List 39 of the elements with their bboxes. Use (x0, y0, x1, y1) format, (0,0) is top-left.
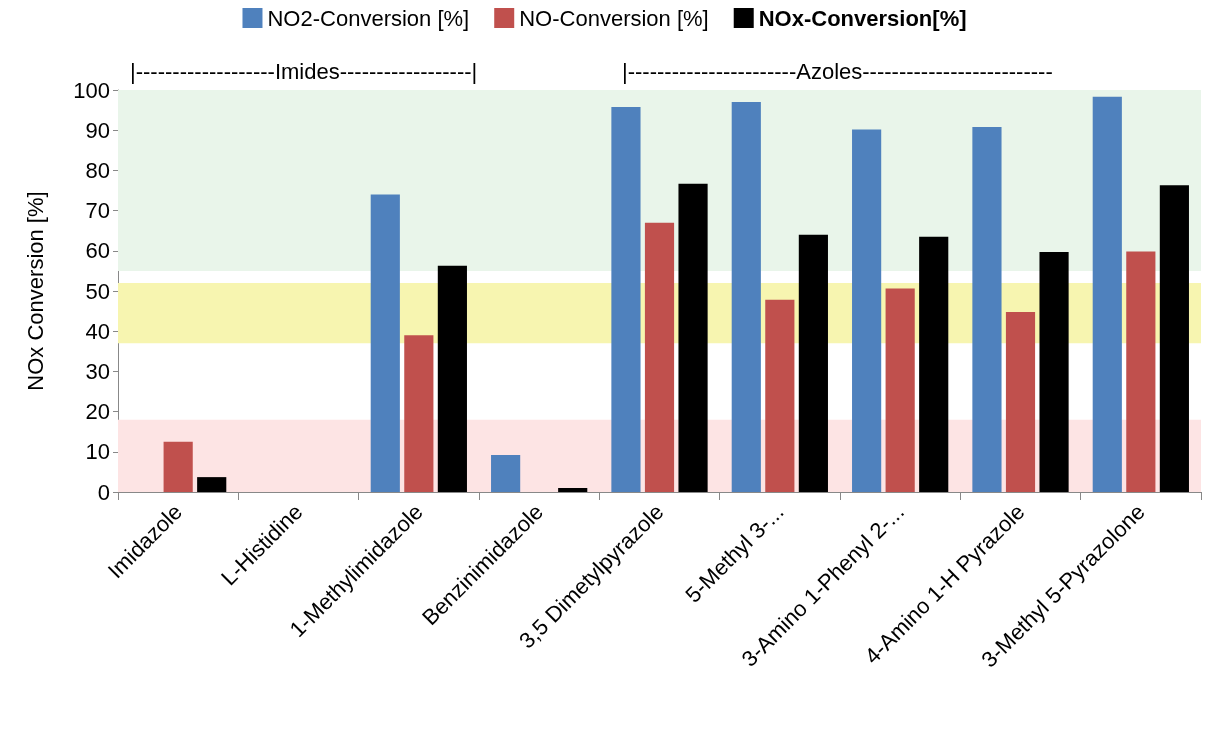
y-tick-label: 10 (85, 439, 110, 465)
bar (1005, 311, 1036, 492)
bar (798, 234, 828, 492)
bar (1159, 185, 1189, 492)
bar (972, 126, 1002, 492)
y-tick-label: 30 (85, 358, 110, 384)
y-tick-label: 80 (85, 157, 110, 183)
bar (404, 335, 434, 492)
legend-label: NOx-Conversion[%] (758, 5, 967, 31)
y-tick-label: 40 (85, 318, 110, 344)
bar (919, 236, 949, 492)
bar (765, 299, 795, 492)
bar (678, 183, 708, 492)
bar (885, 288, 915, 492)
bar (644, 222, 675, 492)
bar (611, 106, 641, 492)
y-axis-title: NOx Conversion [%] (22, 191, 48, 391)
bar (852, 129, 882, 492)
bar (1126, 251, 1156, 492)
legend-label: NO-Conversion [%] (519, 5, 709, 31)
bar (163, 441, 193, 492)
y-tick-label: 50 (85, 278, 110, 304)
y-tick-label: 90 (85, 117, 110, 143)
y-tick-label: 20 (85, 399, 110, 425)
y-tick-label: 70 (85, 198, 110, 224)
bar (370, 194, 400, 492)
bar (197, 477, 227, 492)
bar (558, 487, 588, 492)
text: |-----------------------Azoles-------------------------- (622, 58, 1053, 84)
legend-label: NO2-Conversion [%] (267, 5, 470, 31)
y-tick-label: 0 (97, 479, 110, 505)
y-tick-label: 100 (73, 77, 110, 103)
bar (1092, 96, 1122, 492)
bar (491, 455, 521, 492)
bar (1039, 252, 1069, 492)
y-tick-label: 60 (85, 238, 110, 264)
bar (437, 265, 467, 492)
text: |-------------------Imides------------------| (130, 58, 478, 84)
bar (731, 102, 761, 492)
